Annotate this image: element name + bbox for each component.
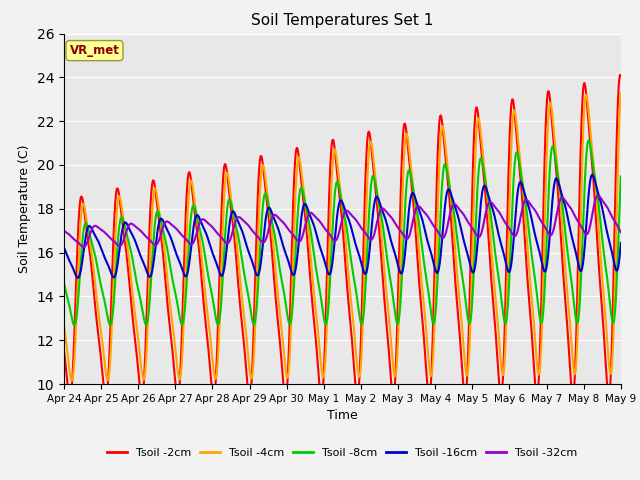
Tsoil -8cm [70, 323, 78, 328]
Tsoil -4cm [68, 378, 76, 384]
Tsoil -2cm [617, 73, 625, 79]
Legend: Tsoil -2cm, Tsoil -4cm, Tsoil -8cm, Tsoil -16cm, Tsoil -32cm: Tsoil -2cm, Tsoil -4cm, Tsoil -8cm, Tsoi… [103, 444, 582, 463]
Tsoil -4cm [171, 341, 179, 347]
Line: Tsoil -4cm: Tsoil -4cm [64, 93, 621, 381]
Tsoil -4cm [617, 90, 625, 96]
Tsoil -4cm [161, 246, 168, 252]
Tsoil -8cm [585, 138, 593, 144]
Tsoil -16cm [589, 172, 596, 178]
Tsoil -4cm [60, 324, 68, 329]
Line: Tsoil -32cm: Tsoil -32cm [64, 195, 621, 247]
Tsoil -2cm [272, 294, 280, 300]
Tsoil -32cm [543, 228, 551, 234]
Tsoil -2cm [221, 161, 229, 167]
Tsoil -2cm [482, 193, 490, 199]
Tsoil -16cm [221, 260, 229, 266]
Tsoil -16cm [543, 259, 551, 264]
Title: Soil Temperatures Set 1: Soil Temperatures Set 1 [252, 13, 433, 28]
Tsoil -32cm [161, 221, 168, 227]
Tsoil -4cm [272, 267, 280, 273]
Tsoil -32cm [171, 225, 179, 230]
Tsoil -16cm [161, 221, 168, 227]
Tsoil -2cm [66, 395, 74, 401]
Tsoil -32cm [272, 212, 280, 218]
X-axis label: Time: Time [327, 409, 358, 422]
Tsoil -2cm [616, 72, 624, 78]
Line: Tsoil -8cm: Tsoil -8cm [64, 141, 621, 325]
Y-axis label: Soil Temperature (C): Soil Temperature (C) [18, 144, 31, 273]
Tsoil -8cm [272, 238, 280, 243]
Tsoil -16cm [617, 240, 625, 246]
Tsoil -8cm [617, 174, 625, 180]
Tsoil -4cm [221, 181, 229, 187]
Tsoil -32cm [617, 229, 625, 235]
Tsoil -16cm [60, 245, 68, 251]
Tsoil -16cm [272, 219, 280, 225]
Tsoil -32cm [221, 239, 229, 245]
Text: VR_met: VR_met [70, 44, 120, 57]
Tsoil -4cm [482, 177, 490, 182]
Tsoil -8cm [60, 280, 68, 286]
Tsoil -32cm [79, 244, 87, 250]
Tsoil -16cm [171, 247, 179, 252]
Tsoil -2cm [161, 265, 168, 271]
Tsoil -8cm [543, 219, 551, 225]
Tsoil -8cm [161, 233, 168, 239]
Line: Tsoil -2cm: Tsoil -2cm [64, 75, 621, 398]
Tsoil -2cm [171, 374, 179, 380]
Tsoil -16cm [74, 275, 82, 281]
Tsoil -8cm [482, 180, 490, 186]
Tsoil -2cm [60, 348, 68, 353]
Tsoil -8cm [171, 288, 179, 293]
Line: Tsoil -16cm: Tsoil -16cm [64, 175, 621, 278]
Tsoil -32cm [594, 192, 602, 198]
Tsoil -32cm [482, 211, 490, 216]
Tsoil -8cm [221, 235, 229, 240]
Tsoil -32cm [60, 228, 68, 234]
Tsoil -16cm [482, 184, 490, 190]
Tsoil -4cm [543, 132, 551, 138]
Tsoil -2cm [543, 93, 551, 98]
